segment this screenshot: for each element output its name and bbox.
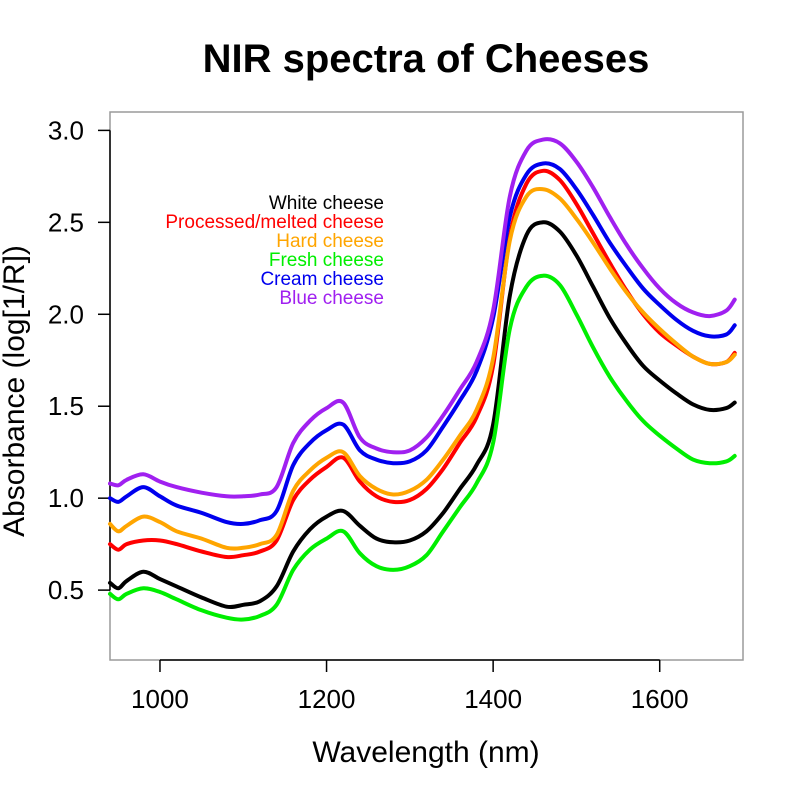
- legend-label-blue-cheese: Blue cheese: [279, 288, 384, 309]
- x-tick-label: 1000: [131, 684, 189, 714]
- y-axis-label: Absorbance (log[1/R]): [0, 245, 31, 537]
- series-line-fresh-cheese: [108, 273, 737, 622]
- legend-label-fresh-cheese: Fresh cheese: [269, 250, 384, 271]
- y-tick-label: 2.0: [48, 299, 84, 329]
- chart-title: NIR spectra of Cheeses: [203, 37, 650, 81]
- y-tick-label: 3.0: [48, 115, 84, 145]
- legend-label-cream-cheese: Cream cheese: [260, 269, 384, 290]
- x-tick-label: 1400: [464, 684, 522, 714]
- y-axis: 0.5 1.0 1.5 2.0 2.5 3.0: [48, 115, 111, 605]
- series-line-hard-cheese: [108, 187, 737, 551]
- y-tick-label: 0.5: [48, 575, 84, 605]
- x-tick-label: 1200: [298, 684, 356, 714]
- x-axis-label: Wavelength (nm): [312, 736, 539, 769]
- y-tick-label: 2.5: [48, 207, 84, 237]
- series-line-cream-cheese: [108, 161, 737, 526]
- plot-frame: [109, 111, 744, 661]
- y-tick-label: 1.0: [48, 483, 84, 513]
- series-line-white-cheese: [108, 220, 737, 610]
- legend-label-processed-melted-cheese: Processed/melted cheese: [165, 212, 384, 233]
- x-tick-label: 1600: [631, 684, 689, 714]
- x-axis: 1000 1200 1400 1600: [131, 659, 689, 714]
- legend-label-hard-cheese: Hard cheese: [276, 231, 384, 252]
- series-line-blue-cheese: [108, 137, 737, 499]
- y-tick-label: 1.5: [48, 391, 84, 421]
- series-lines: [108, 137, 737, 622]
- legend-label-white-cheese: White cheese: [269, 193, 384, 214]
